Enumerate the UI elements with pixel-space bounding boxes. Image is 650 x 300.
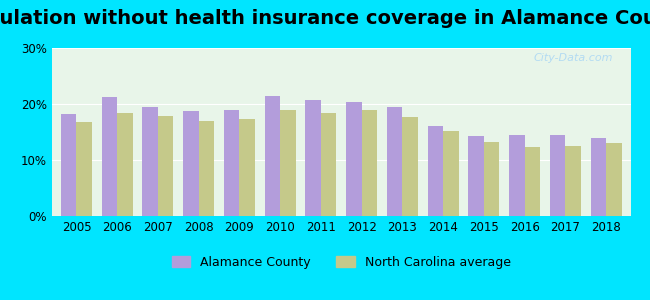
Bar: [591, 138, 606, 216]
Bar: [158, 116, 174, 216]
Bar: [265, 96, 280, 216]
Text: Population without health insurance coverage in Alamance County: Population without health insurance cove…: [0, 9, 650, 28]
Bar: [550, 135, 566, 216]
Bar: [239, 118, 255, 216]
Bar: [484, 142, 499, 216]
Bar: [117, 113, 133, 216]
Bar: [606, 142, 621, 216]
Bar: [361, 110, 377, 216]
Bar: [280, 110, 296, 216]
Text: City-Data.com: City-Data.com: [534, 53, 613, 63]
Bar: [101, 97, 117, 216]
Bar: [566, 146, 581, 216]
Bar: [402, 117, 418, 216]
Bar: [509, 135, 525, 216]
Bar: [321, 113, 336, 216]
Bar: [525, 147, 540, 216]
Bar: [428, 126, 443, 216]
Bar: [387, 107, 402, 216]
Legend: Alamance County, North Carolina average: Alamance County, North Carolina average: [166, 250, 516, 274]
Bar: [77, 122, 92, 216]
Bar: [183, 111, 199, 216]
Bar: [306, 100, 321, 216]
Bar: [61, 113, 77, 216]
Bar: [199, 122, 214, 216]
Bar: [224, 110, 239, 216]
Bar: [346, 102, 361, 216]
Bar: [469, 136, 484, 216]
Bar: [443, 131, 459, 216]
Bar: [142, 107, 158, 216]
